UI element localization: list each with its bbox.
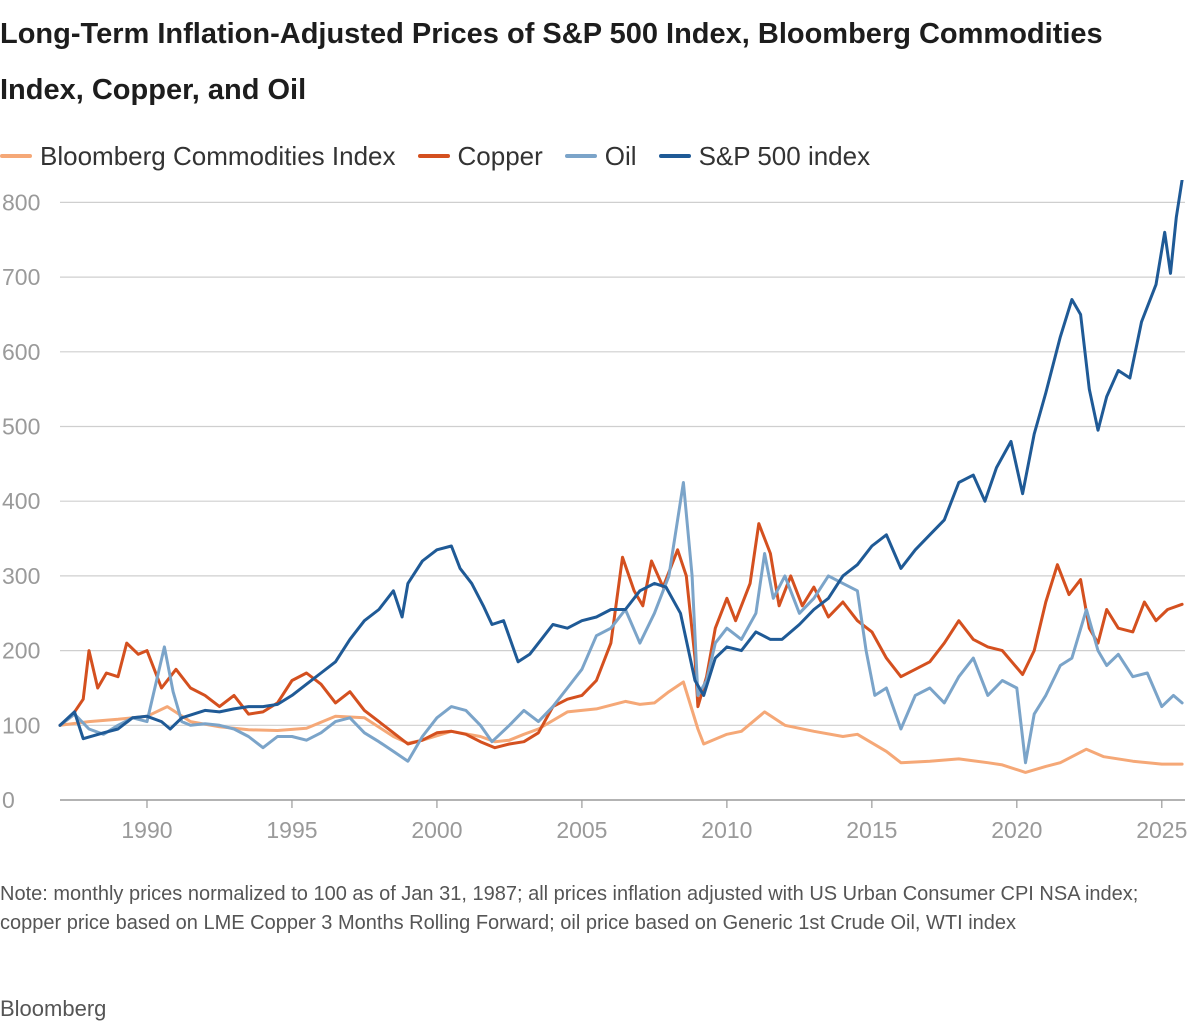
chart-note: Note: monthly prices normalized to 100 a… [0,883,1139,934]
y-tick-label-100: 100 [2,712,40,738]
legend-item-bloomberg-commodities-index: Bloomberg Commodities Index [0,141,396,172]
legend-label-copper: Copper [457,140,543,171]
x-tick-label-2015: 2015 [846,817,897,843]
legend-label-s-p-500-index: S&P 500 index [698,140,871,171]
legend-item-copper: Copper [417,140,543,172]
line-chart: 0 100 200 300 400 500 600 700 800 1990 1995 2000 200… [2,180,1187,843]
x-tick-label-2000: 2000 [411,817,462,843]
legend-swatch-s-p-500-index [658,154,691,158]
legend-swatch-copper [417,154,450,158]
y-tick-label-600: 600 [2,339,40,365]
chart-source: Bloomberg [0,996,107,1021]
series-line-copper [58,522,1184,750]
y-tick-label-0: 0 [2,787,15,813]
x-tick-label-2020: 2020 [991,817,1042,843]
y-tick-label-400: 400 [2,488,40,514]
x-tick-label-2025: 2025 [1136,817,1187,843]
x-tick-label-2005: 2005 [556,817,607,843]
legend-item-oil: Oil [564,140,637,172]
y-tick-label-700: 700 [2,264,40,290]
x-tick-label-1995: 1995 [266,817,317,843]
x-tick-label-2010: 2010 [701,817,752,843]
legend-label-oil: Oil [604,140,637,171]
legend-label-bloomberg-commodities-index: Bloomberg Commodities Index [40,140,396,171]
legend-swatch-oil [564,154,597,158]
y-tick-label-500: 500 [2,414,40,440]
legend-swatch-bloomberg-commodities-index [0,154,32,158]
legend-item-s-p-500-index: S&P 500 index [658,140,871,172]
y-tick-label-800: 800 [2,189,40,215]
chart-title: Long-Term Inflation-Adjusted Prices of S… [0,18,1103,106]
series-line-bloomberg-commodities-index [58,680,1184,774]
y-tick-label-300: 300 [2,563,40,589]
chart-legend: Bloomberg Commodities Index Copper Oil S&P … [0,136,892,176]
y-tick-label-200: 200 [2,638,40,664]
x-tick-label-1990: 1990 [121,817,172,843]
series-line-oil [58,481,1184,765]
series-line-s-p-500-index [58,180,1184,741]
